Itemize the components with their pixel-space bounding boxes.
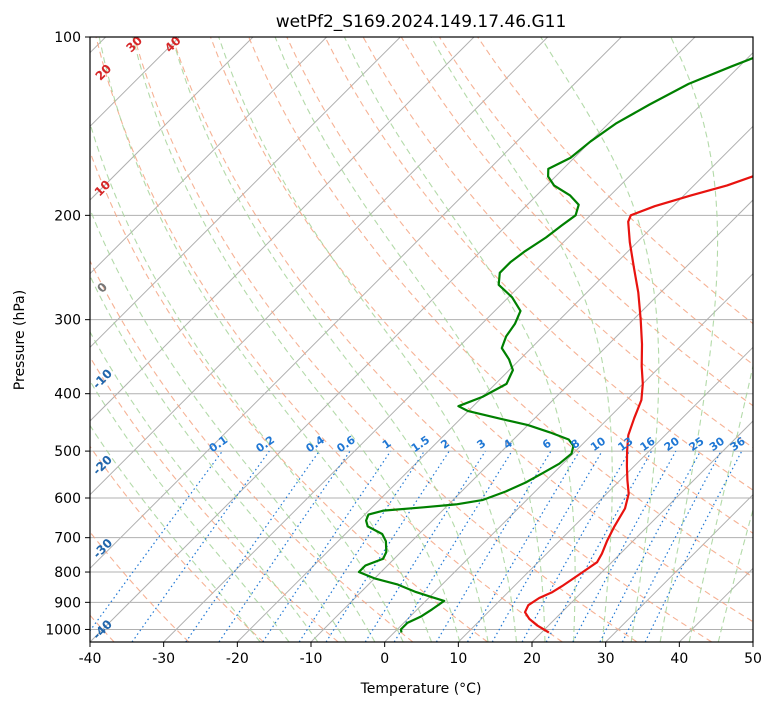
y-tick-label: 1000 bbox=[45, 622, 81, 638]
mixing-ratio-line bbox=[185, 450, 320, 642]
moist-adiabat bbox=[132, 37, 461, 642]
dry-adiabat bbox=[95, 37, 563, 642]
mixing-ratio-line bbox=[262, 450, 392, 642]
dewpoint-profile bbox=[357, 56, 753, 633]
x-tick-label: 0 bbox=[380, 651, 389, 667]
y-tick-label: 300 bbox=[54, 313, 81, 329]
mixing-ratio-line bbox=[435, 450, 552, 642]
y-tick-label: 500 bbox=[54, 444, 81, 460]
x-tick-label: 20 bbox=[523, 651, 541, 667]
isotherm bbox=[90, 37, 254, 201]
isotherm bbox=[236, 125, 753, 642]
moist-adiabat bbox=[98, 37, 433, 642]
x-axis: -40 -30 -20 -10 0 10 20 30 40 50 bbox=[79, 642, 762, 667]
y-tick-label: 400 bbox=[54, 387, 81, 403]
mixing-ratio-line bbox=[599, 450, 702, 642]
dry-adiabat bbox=[133, 37, 638, 642]
moist-adiabat bbox=[540, 37, 660, 642]
x-tick-label: 50 bbox=[744, 651, 762, 667]
moist-adiabat bbox=[688, 363, 753, 642]
y-tick-label: 200 bbox=[54, 208, 81, 224]
mixing-ratio-line bbox=[298, 450, 425, 642]
isotherm bbox=[605, 493, 753, 642]
x-tick-label: -20 bbox=[226, 651, 249, 667]
dry-adiabat bbox=[286, 37, 753, 534]
mixing-ratio-line bbox=[466, 450, 580, 642]
x-tick-label: 10 bbox=[449, 651, 467, 667]
isotherm bbox=[90, 37, 622, 570]
y-tick-label: 900 bbox=[54, 595, 81, 611]
y-axis: 100 200 300 400 500 600 700 800 900 1000 bbox=[45, 30, 90, 638]
moist-adiabat bbox=[218, 37, 518, 642]
mixing-ratio-line bbox=[364, 450, 486, 642]
background-lines bbox=[90, 37, 753, 642]
moist-adiabat bbox=[90, 424, 261, 642]
isotherm bbox=[90, 37, 475, 422]
mixing-ratio-line bbox=[393, 450, 513, 642]
dry-adiabat bbox=[248, 37, 753, 578]
isotherm bbox=[90, 37, 549, 496]
moist-adiabat bbox=[717, 507, 753, 642]
x-tick-label: -40 bbox=[79, 651, 102, 667]
mixing-ratio-line bbox=[325, 450, 450, 642]
isotherm bbox=[90, 37, 328, 275]
x-axis-label: Temperature (°C) bbox=[360, 681, 482, 697]
moist-adiabat bbox=[90, 274, 347, 642]
isotherm bbox=[384, 272, 753, 642]
x-tick-label: -30 bbox=[152, 651, 175, 667]
moist-adiabat bbox=[90, 121, 404, 642]
y-tick-label: 800 bbox=[54, 565, 81, 581]
data-lines bbox=[357, 56, 753, 634]
isotherm bbox=[531, 420, 753, 642]
y-tick-label: 600 bbox=[54, 491, 81, 507]
moist-adiabat bbox=[171, 37, 489, 642]
moist-adiabat bbox=[343, 37, 576, 642]
chart-title: wetPf2_S169.2024.149.17.46.G11 bbox=[276, 12, 567, 32]
mixing-ratio-line bbox=[572, 450, 677, 642]
x-tick-label: -10 bbox=[300, 651, 323, 667]
x-tick-label: 30 bbox=[597, 651, 615, 667]
dry-adiabat bbox=[90, 259, 414, 642]
mixing-ratio-line bbox=[218, 450, 351, 642]
isotherm bbox=[457, 346, 753, 642]
y-tick-label: 100 bbox=[54, 30, 81, 46]
isotherm bbox=[90, 37, 401, 349]
dry-adiabat bbox=[171, 37, 712, 642]
temperature-profile bbox=[523, 175, 753, 634]
isotherm bbox=[163, 51, 753, 642]
dry-adiabat bbox=[209, 37, 753, 623]
y-axis-label: Pressure (hPa) bbox=[12, 290, 28, 390]
moist-adiabat bbox=[90, 330, 319, 642]
y-tick-label: 700 bbox=[54, 531, 81, 547]
dry-adiabat bbox=[90, 445, 264, 642]
dry-adiabat bbox=[324, 37, 753, 491]
x-tick-label: 40 bbox=[670, 651, 688, 667]
moist-adiabat bbox=[274, 37, 546, 642]
moist-adiabat bbox=[90, 379, 290, 642]
moist-adiabat bbox=[430, 37, 613, 642]
moist-adiabat bbox=[659, 37, 719, 642]
plot-frame bbox=[89, 36, 754, 643]
moist-adiabat bbox=[90, 207, 376, 642]
